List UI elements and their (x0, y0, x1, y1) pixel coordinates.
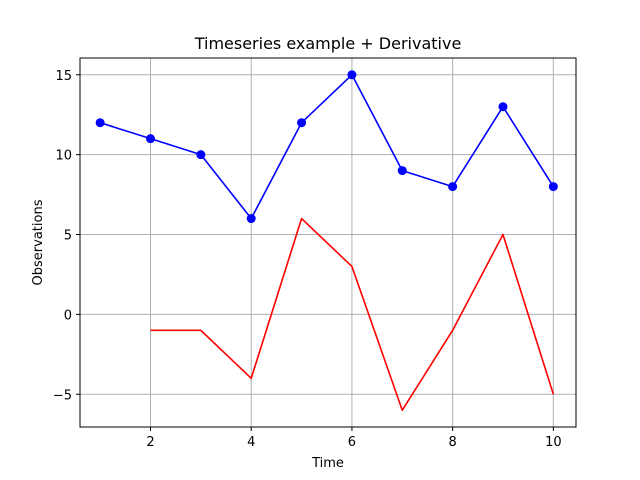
y-tick-label: 15 (55, 69, 72, 84)
series-1-point (246, 214, 256, 224)
y-tick-label: 5 (64, 229, 72, 244)
x-tick-label: 6 (348, 435, 356, 450)
series-1-point (145, 134, 155, 144)
series-1-point (196, 150, 206, 160)
series-1-point (347, 70, 357, 80)
x-tick-label: 8 (448, 435, 456, 450)
x-tick-label: 2 (146, 435, 154, 450)
series-1-point (548, 182, 558, 192)
x-tick-label: 4 (247, 435, 255, 450)
series-1-point (95, 118, 105, 128)
ticks: 2 4 6 8 10 −5 0 5 10 15 (53, 69, 562, 450)
series-1-point (448, 182, 458, 192)
chart-title: Timeseries example + Derivative (194, 34, 462, 53)
x-axis-title: Time (311, 456, 344, 471)
y-tick-label: 0 (64, 308, 72, 323)
plot-frame (79, 57, 577, 428)
series-1-point (498, 102, 508, 112)
series-1-point (397, 166, 407, 176)
series-2-line (150, 217, 555, 412)
y-tick-label: −5 (53, 388, 72, 403)
grid (80, 58, 576, 427)
y-tick-label: 10 (55, 149, 72, 164)
series-1-point (297, 118, 307, 128)
series-group (95, 70, 558, 412)
x-tick-label: 10 (545, 435, 562, 450)
y-axis-title: Observations (31, 199, 46, 285)
series-1-line (99, 73, 555, 220)
